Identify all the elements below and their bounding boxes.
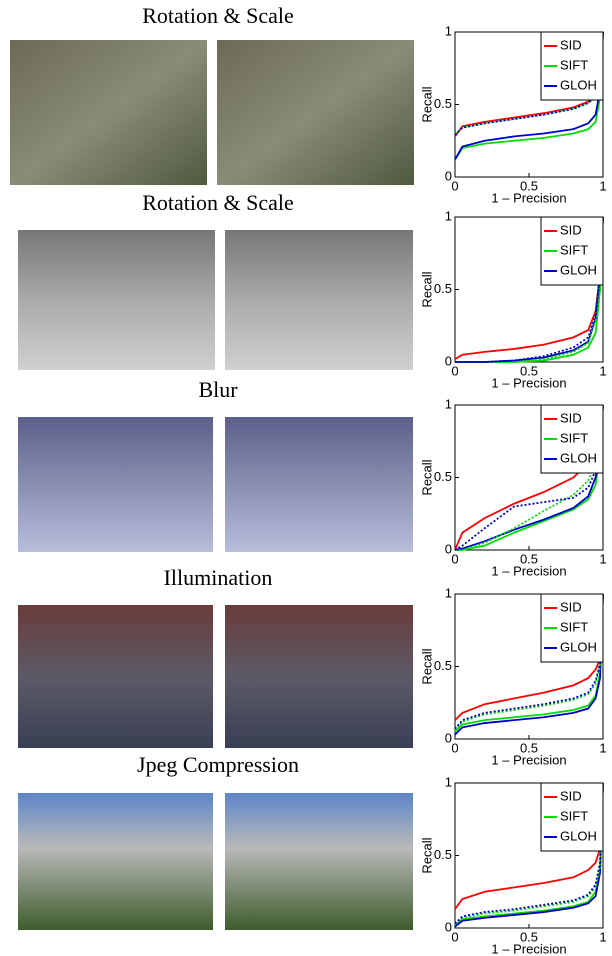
series-line (454, 31, 604, 136)
legend-label: SIFT (560, 808, 588, 823)
legend-label: SID (560, 37, 582, 52)
x-tick-label: 1 (599, 178, 606, 193)
x-tick-label: 1 (599, 929, 606, 944)
y-tick-label: 0 (445, 730, 452, 745)
series-line (454, 782, 604, 928)
y-tick-label: 1 (445, 585, 452, 600)
row-title: Blur (198, 377, 238, 402)
row-title: Jpeg Compression (137, 752, 299, 777)
y-axis-label: Recall (419, 86, 434, 122)
legend-label: GLOH (560, 450, 597, 465)
x-tick-label: 0.5 (520, 363, 538, 378)
x-tick-label: 0 (451, 178, 458, 193)
photo (225, 230, 413, 370)
series-line (454, 593, 604, 736)
legend-label: SIFT (560, 57, 588, 72)
y-tick-label: 1 (445, 774, 452, 789)
plot-area (454, 404, 604, 551)
x-axis-label: 1 – Precision (491, 752, 566, 767)
photo (18, 417, 213, 552)
legend-label: SIFT (560, 430, 588, 445)
y-tick-label: 0.5 (434, 847, 452, 862)
y-tick-label: 1 (445, 396, 452, 411)
y-tick-label: 1 (445, 23, 452, 38)
row-title: Rotation & Scale (142, 190, 294, 215)
x-tick-label: 0.5 (520, 929, 538, 944)
legend-label: SIFT (560, 619, 588, 634)
legend-label: GLOH (560, 262, 597, 277)
x-tick-label: 0.5 (520, 740, 538, 755)
photo (217, 40, 414, 185)
legend-label: SID (560, 222, 582, 237)
x-tick-label: 1 (599, 551, 606, 566)
y-tick-label: 0 (445, 353, 452, 368)
x-tick-label: 0 (451, 929, 458, 944)
x-tick-label: 1 (599, 740, 606, 755)
series-line (454, 593, 604, 721)
y-tick-label: 1 (445, 208, 452, 223)
x-tick-label: 0.5 (520, 178, 538, 193)
x-axis-label: 1 – Precision (491, 563, 566, 578)
series-line (454, 31, 604, 161)
y-axis-label: Recall (419, 459, 434, 495)
x-axis-label: 1 – Precision (491, 941, 566, 956)
y-tick-label: 0 (445, 919, 452, 934)
photo (225, 605, 413, 748)
y-tick-label: 0.5 (434, 469, 452, 484)
series-line (454, 593, 604, 731)
x-tick-label: 0.5 (520, 551, 538, 566)
y-axis-label: Recall (419, 271, 434, 307)
series-line (455, 216, 604, 363)
photo (10, 40, 207, 185)
x-tick-label: 0 (451, 551, 458, 566)
row-title: Rotation & Scale (142, 3, 294, 28)
series-line (455, 216, 604, 363)
photo (225, 417, 413, 552)
series-line (454, 593, 604, 730)
y-tick-label: 0.5 (434, 281, 452, 296)
y-tick-label: 0.5 (434, 96, 452, 111)
series-line (454, 782, 604, 925)
y-axis-label: Recall (419, 837, 434, 873)
photo (18, 793, 213, 930)
legend-label: SID (560, 410, 582, 425)
legend-label: GLOH (560, 639, 597, 654)
series-line (454, 782, 604, 925)
x-tick-label: 1 (599, 363, 606, 378)
x-tick-label: 0 (451, 363, 458, 378)
photo (18, 605, 213, 748)
legend-label: SIFT (560, 242, 588, 257)
x-axis-label: 1 – Precision (491, 190, 566, 205)
legend-label: GLOH (560, 828, 597, 843)
photo-row (10, 40, 414, 930)
row-title: Illumination (164, 565, 273, 590)
y-tick-label: 0.5 (434, 658, 452, 673)
series-line (454, 782, 604, 910)
photo (225, 793, 413, 930)
y-tick-label: 0 (445, 541, 452, 556)
x-axis-label: 1 – Precision (491, 375, 566, 390)
y-tick-label: 0 (445, 168, 452, 183)
legend-label: SID (560, 599, 582, 614)
x-tick-label: 0 (451, 740, 458, 755)
y-axis-label: Recall (419, 648, 434, 684)
photo (18, 230, 215, 370)
legend-label: GLOH (560, 77, 597, 92)
legend-label: SID (560, 788, 582, 803)
series-line (454, 31, 604, 161)
